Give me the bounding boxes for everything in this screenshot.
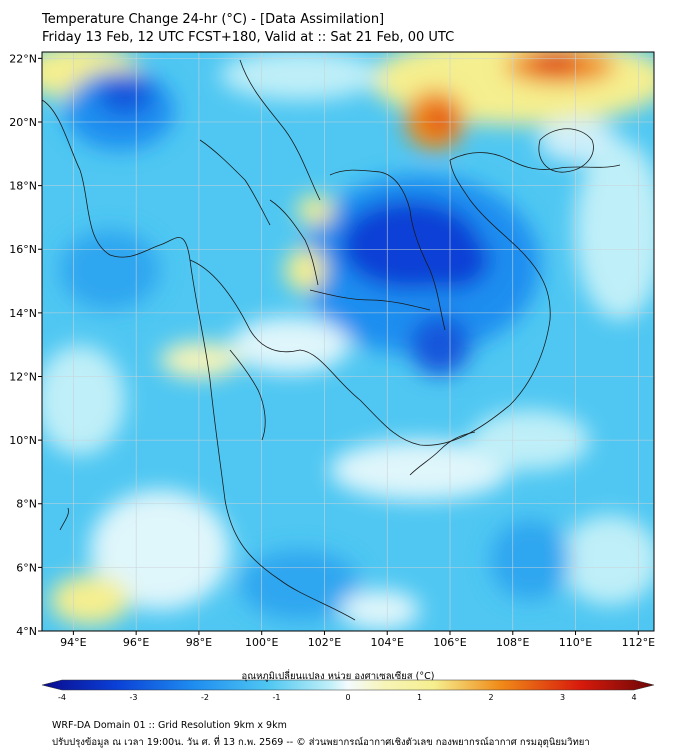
lat-tick-label: 18°N	[9, 180, 37, 193]
lon-tick-label: 112°E	[622, 636, 655, 649]
colorbar-gradient	[41, 679, 655, 691]
colorbar-tick-label: 0	[345, 693, 350, 702]
map-subtitle: Friday 13 Feb, 12 UTC FCST+180, Valid at…	[42, 30, 455, 45]
colorbar-tick-label: -4	[58, 693, 66, 702]
lon-tick-label: 102°E	[308, 636, 341, 649]
lat-tick-label: 22°N	[9, 52, 37, 65]
colorbar-ticks: -4 -3 -2 -1 0 1 2 3 4	[58, 693, 637, 702]
lat-tick-label: 4°N	[16, 625, 37, 638]
coastlines-borders	[42, 59, 621, 621]
lat-tick-label: 14°N	[9, 307, 37, 320]
map-title: Temperature Change 24-hr (°C) - [Data As…	[42, 12, 385, 27]
lat-tick-label: 20°N	[9, 116, 37, 129]
colorbar-tick-label: 2	[488, 693, 493, 702]
colorbar-tick-label: 4	[631, 693, 636, 702]
lat-tick-label: 6°N	[16, 561, 37, 574]
lon-tick-label: 100°E	[245, 636, 278, 649]
map-frame	[41, 51, 655, 632]
lon-tick-label: 110°E	[559, 636, 592, 649]
lat-tick-label: 8°N	[16, 498, 37, 511]
colorbar-tick-label: -3	[130, 693, 138, 702]
lon-tick-label: 94°E	[60, 636, 86, 649]
lat-tick-label: 16°N	[9, 243, 37, 256]
lat-tick-label: 12°N	[9, 370, 37, 383]
footer-update-info: ปรับปรุงข้อมูล ณ เวลา 19:00น. วัน ศ. ที่…	[52, 737, 590, 748]
lon-tick-label: 106°E	[433, 636, 466, 649]
lon-tick-label: 108°E	[496, 636, 529, 649]
lon-tick-label: 98°E	[186, 636, 212, 649]
lon-tick-label: 104°E	[371, 636, 404, 649]
latitude-ticks: 22°N 20°N 18°N 16°N 14°N 12°N 10°N 8°N 6°N 4°N	[9, 52, 42, 638]
colorbar-label: อุณหภูมิเปลี่ยนแปลง หน่วย องศาเซลเซียส (…	[241, 671, 435, 682]
longitude-ticks: 94°E 96°E 98°E 100°E 102°E 104°E 106°E 108°E 110…	[60, 631, 655, 649]
colorbar-tick-label: -2	[201, 693, 209, 702]
lon-tick-label: 96°E	[123, 636, 149, 649]
colorbar: -4 -3 -2 -1 0 1 2 3 4	[41, 679, 655, 702]
colorbar-tick-label: 1	[417, 693, 422, 702]
colorbar-tick-label: -1	[273, 693, 281, 702]
lat-tick-label: 10°N	[9, 434, 37, 447]
colorbar-tick-label: 3	[560, 693, 565, 702]
graticule	[42, 52, 654, 631]
footer-model-info: WRF-DA Domain 01 :: Grid Resolution 9km …	[52, 720, 287, 731]
